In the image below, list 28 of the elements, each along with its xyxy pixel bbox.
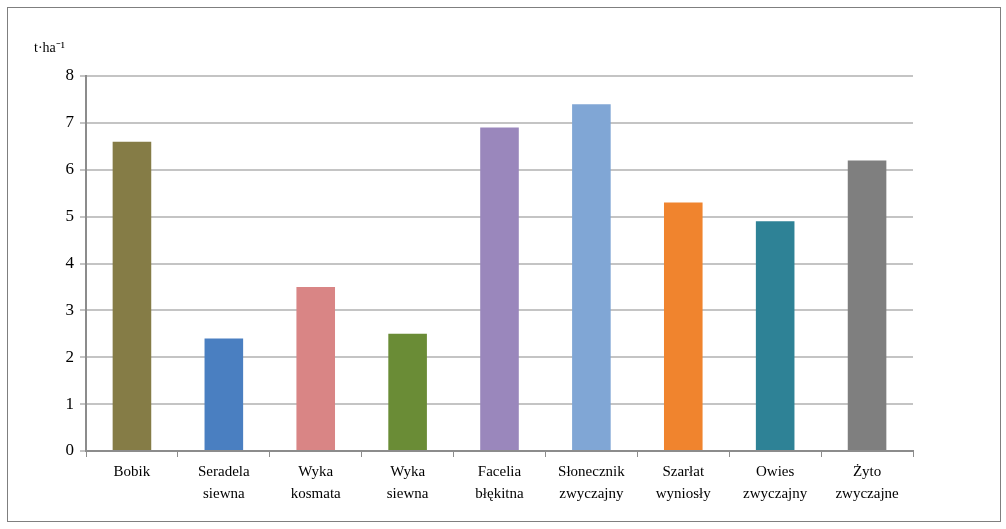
bar bbox=[755, 221, 795, 450]
y-tick-label: 1 bbox=[65, 393, 74, 413]
x-tick-label: Szarłat wyniosły bbox=[655, 462, 712, 501]
bar bbox=[663, 202, 703, 450]
y-axis-title: t·ha⁻¹ bbox=[34, 40, 65, 55]
x-tick-label: Owies zwyczajny bbox=[743, 462, 808, 501]
bar bbox=[204, 338, 244, 450]
y-tick-label: 2 bbox=[65, 346, 74, 366]
y-tick-label: 4 bbox=[65, 252, 75, 272]
y-tick-label: 6 bbox=[65, 159, 74, 179]
x-tick-label: Wyka kosmata bbox=[290, 462, 342, 501]
y-tick-label: 0 bbox=[65, 440, 74, 460]
x-tick-label: Seradela siewna bbox=[198, 462, 250, 501]
bar bbox=[572, 104, 611, 450]
y-tick-label: 3 bbox=[65, 299, 74, 319]
x-tick-label: Słonecznik zwyczajny bbox=[558, 462, 626, 501]
bar bbox=[847, 160, 887, 450]
y-tick-label: 7 bbox=[65, 112, 75, 132]
bar bbox=[296, 286, 336, 450]
bar bbox=[112, 141, 152, 450]
bar bbox=[480, 127, 519, 450]
y-tick-label: 5 bbox=[65, 206, 74, 226]
x-tick-label: Żyto zwyczajne bbox=[835, 462, 900, 501]
x-tick-label: Bobik bbox=[113, 462, 151, 479]
bar bbox=[388, 333, 427, 450]
y-tick-label: 8 bbox=[65, 65, 74, 85]
x-tick-label: Facelia błękitna bbox=[475, 462, 524, 501]
x-tick-label: Wyka siewna bbox=[386, 462, 429, 501]
